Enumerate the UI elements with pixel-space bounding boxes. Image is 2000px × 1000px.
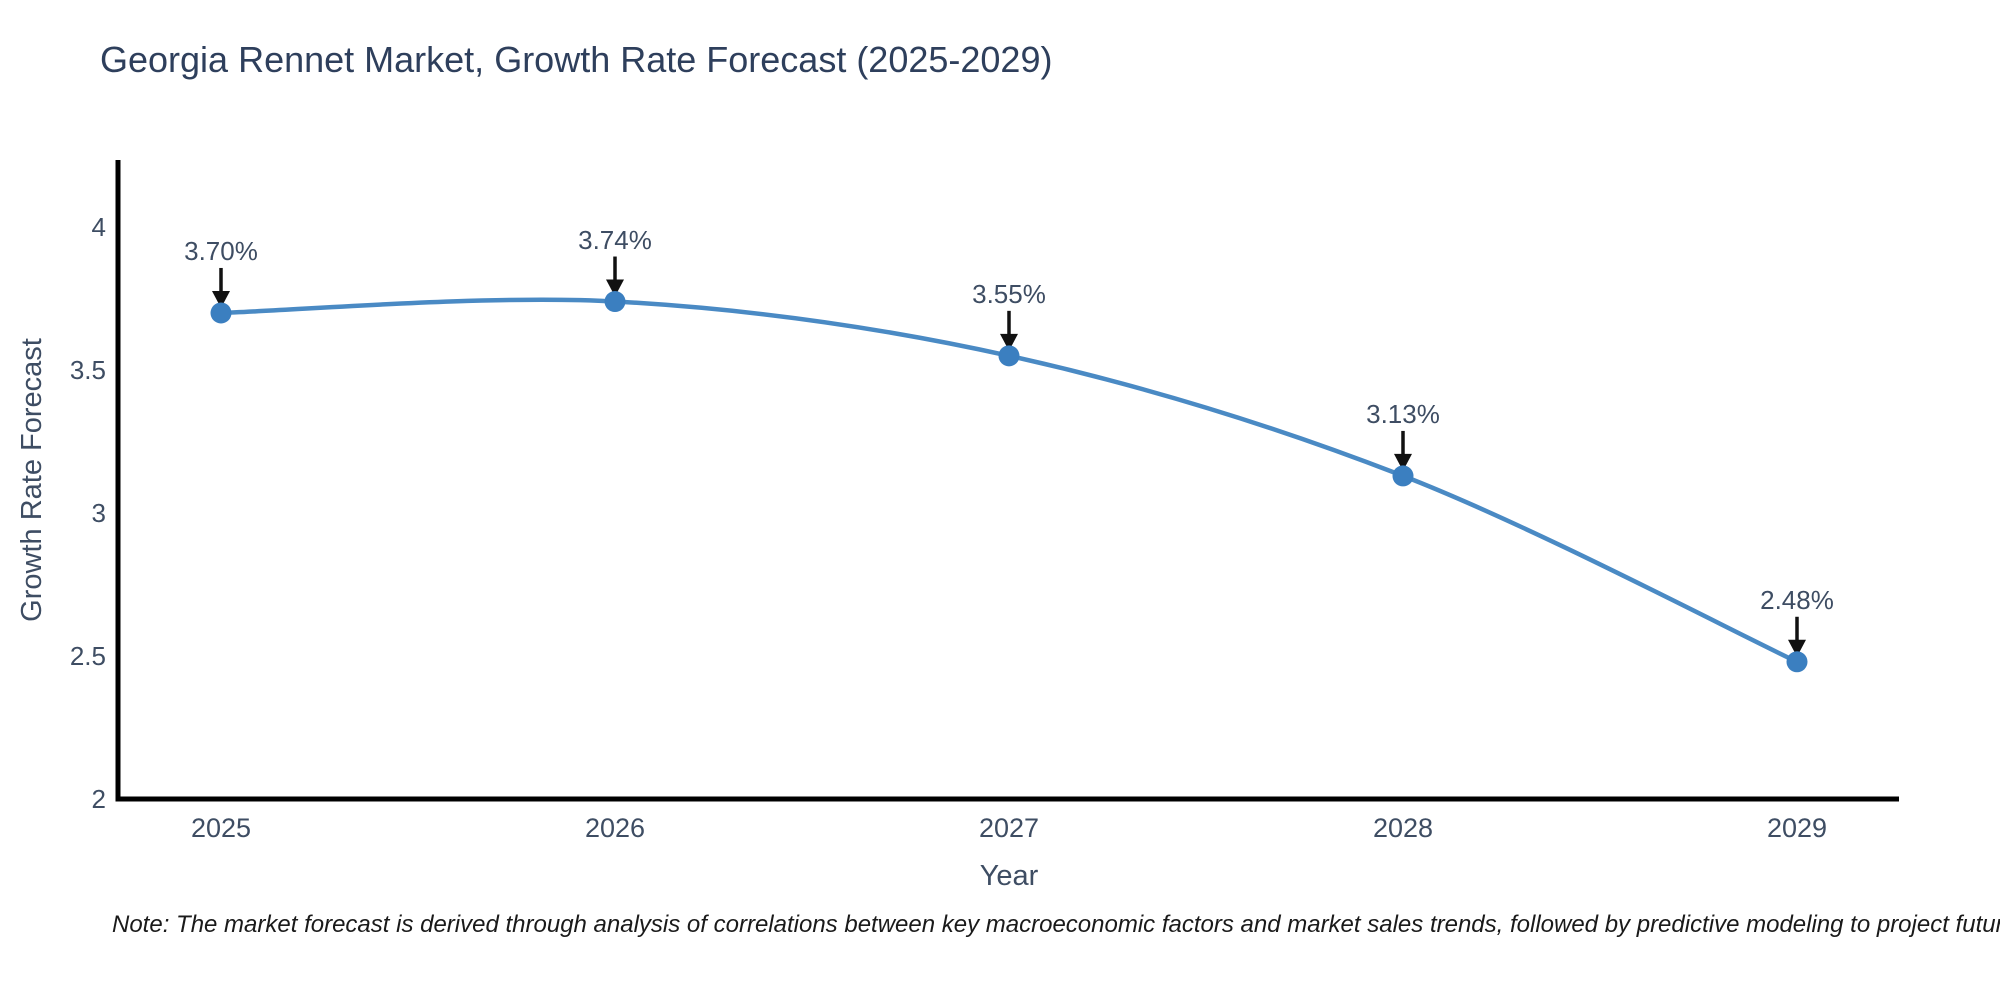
annotation-arrow-head <box>1394 453 1412 471</box>
data-point-marker[interactable] <box>604 291 626 313</box>
y-axis-title: Growth Rate Forecast <box>16 338 48 622</box>
data-point-label: 3.55% <box>972 278 1046 309</box>
x-tick-label: 2028 <box>1372 813 1434 843</box>
x-tick-label: 2025 <box>190 813 252 843</box>
x-tick-label: 2027 <box>978 813 1040 843</box>
annotation-arrow-head <box>1000 333 1018 351</box>
x-axis-title: Year <box>979 860 1039 892</box>
y-tick-label: 4 <box>91 212 106 243</box>
data-point-label: 3.70% <box>184 235 258 266</box>
y-tick-label: 2 <box>91 784 106 814</box>
data-point-marker[interactable] <box>210 302 232 324</box>
annotation-arrow-head <box>1788 639 1806 657</box>
data-point-marker[interactable] <box>1392 465 1414 487</box>
y-tick-label: 3 <box>91 498 106 529</box>
data-point-marker[interactable] <box>998 345 1020 367</box>
y-tick-label: 3.5 <box>69 355 106 386</box>
data-point-label: 2.48% <box>1760 584 1834 615</box>
footnote: Note: The market forecast is derived thr… <box>112 911 2000 938</box>
y-tick-label: 2.5 <box>69 641 106 672</box>
x-tick-label: 2026 <box>584 813 646 843</box>
annotation-arrow-head <box>212 290 230 308</box>
data-point-marker[interactable] <box>1786 651 1808 673</box>
data-point-label: 3.74% <box>578 224 652 255</box>
axis-lines <box>115 160 1899 802</box>
annotation-arrow-head <box>606 279 624 297</box>
data-point-label: 3.13% <box>1366 398 1440 429</box>
chart-title: Georgia Rennet Market, Growth Rate Forec… <box>100 39 1053 80</box>
x-tick-label: 2029 <box>1766 813 1828 843</box>
